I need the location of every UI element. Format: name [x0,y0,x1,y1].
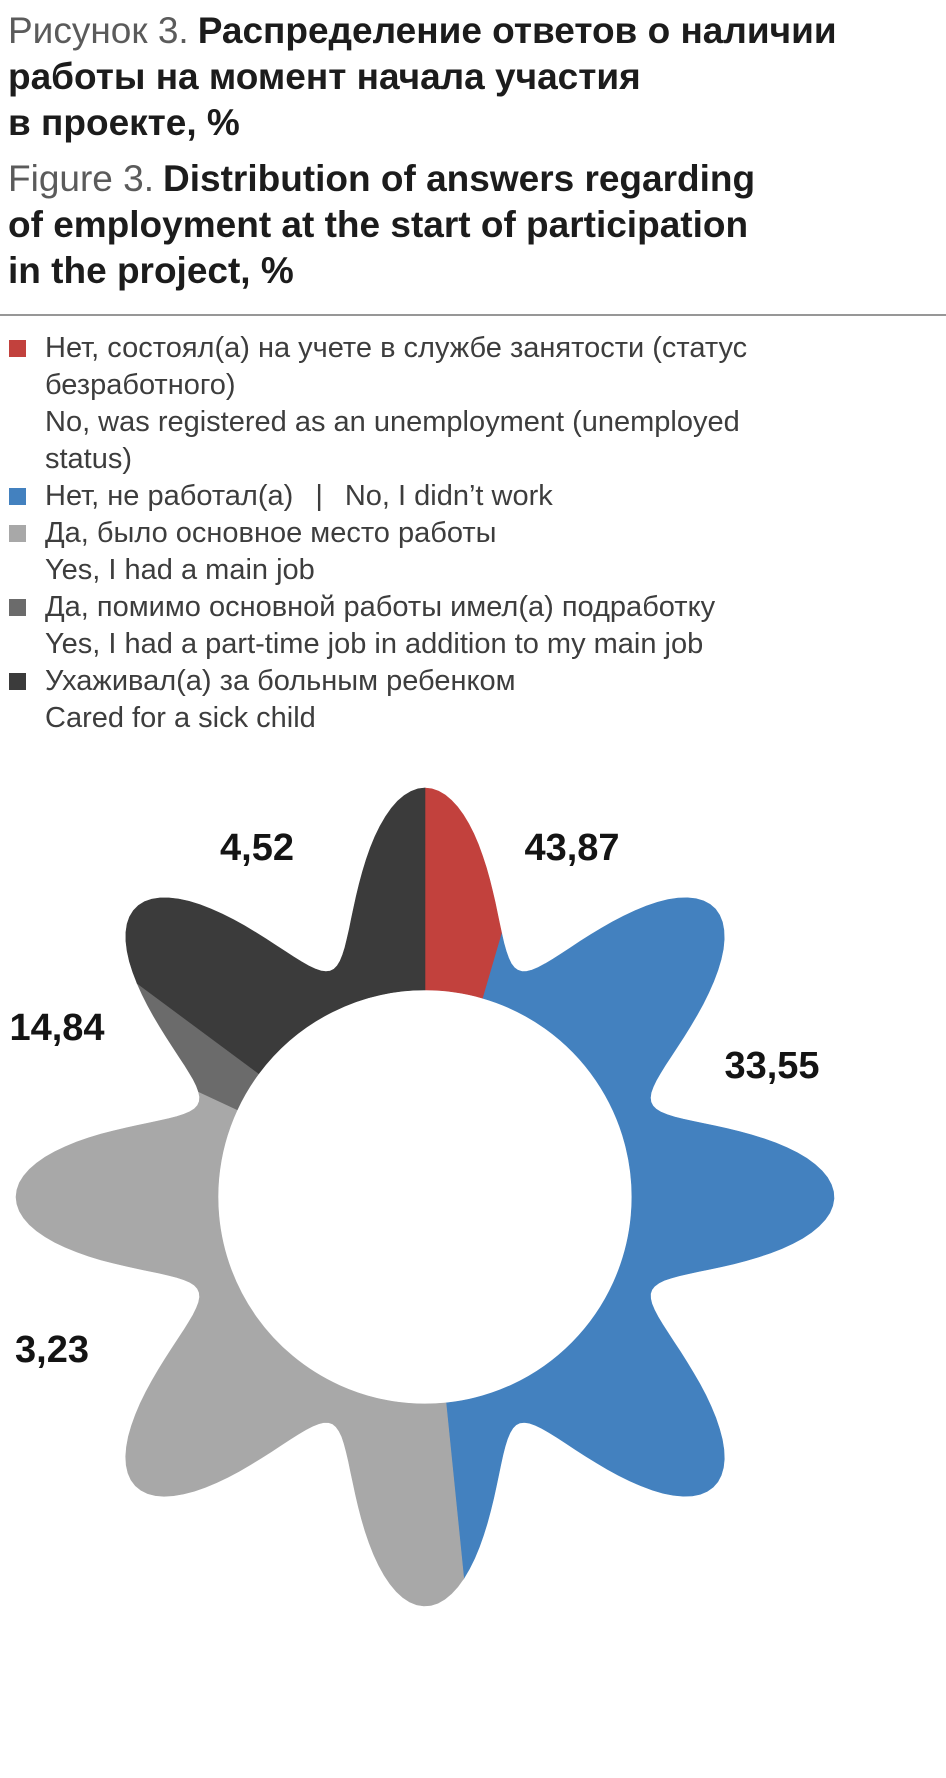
chart-legend: Нет, состоял(а) на учете в службе занято… [0,330,946,737]
legend-label-en: Yes, I had a part-time job in addition t… [45,628,704,660]
legend-item-registered-unemployed: Нет, состоял(а) на учете в службе занято… [8,330,898,478]
pie-slice-0 [424,787,503,999]
figure-number-en: Figure 3. [8,158,155,199]
figure-title-ru: Рисунок 3. Распределение ответов о наличи… [8,8,936,146]
legend-item-part-time-job: Да, помимо основной работы имел(а) подра… [8,589,898,663]
legend-item-main-job: Да, было основное место работы Yes, I ha… [8,515,898,589]
legend-item-didnt-work: Нет, не работал(а) | No, I didn’t work [8,478,898,515]
figure-title-en-text: Distribution of answers regarding of emp… [8,158,756,291]
slice-value-label: 3,23 [15,1329,89,1371]
figure-number-ru: Рисунок 3. [8,10,189,51]
flower-chart-svg: 4,52 43,87 33,55 3,23 14,84 [9,787,835,1607]
legend-label-en: Cared for a sick child [45,702,316,734]
slice-value-label: 33,55 [724,1045,819,1087]
legend-swatch [9,673,26,690]
legend-separator: | [315,480,323,512]
legend-label-en: Yes, I had a main job [45,554,315,586]
legend-label-ru: Да, помимо основной работы имел(а) подра… [45,591,716,623]
flower-pie-chart: 4,52 43,87 33,55 3,23 14,84 [0,737,946,1777]
pie-slice-4 [125,787,426,1075]
legend-label-ru: Ухаживал(а) за больным ребенком [45,665,516,697]
legend-swatch [9,599,26,616]
slice-value-label: 14,84 [9,1007,104,1049]
legend-label-en: No, was registered as an unemployment (u… [45,406,740,475]
pie-slice-1 [445,897,835,1580]
figure-titles: Рисунок 3. Распределение ответов о наличи… [0,0,946,294]
pie-slice-2 [15,1091,465,1607]
legend-item-cared-sick-child: Ухаживал(а) за больным ребенком Cared fo… [8,663,898,737]
legend-swatch [9,340,26,357]
legend-label-ru: Нет, состоял(а) на учете в службе занято… [45,332,748,401]
figure-title-ru-text: Распределение ответов о наличии работы н… [8,10,837,143]
legend-label-bilingual: Нет, не работал(а) | No, I didn’t work [45,478,898,515]
pie-slice-3 [136,982,260,1111]
divider-line [0,314,946,316]
figure-title-en: Figure 3. Distribution of answers regardi… [8,156,936,294]
legend-label-ru: Да, было основное место работы [45,517,497,549]
legend-swatch [9,525,26,542]
slice-value-label: 4,52 [220,827,294,869]
slice-value-label: 43,87 [524,827,619,869]
legend-label-en: No, I didn’t work [344,480,553,512]
legend-label-ru: Нет, не работал(а) [45,480,294,512]
legend-swatch [9,488,26,505]
